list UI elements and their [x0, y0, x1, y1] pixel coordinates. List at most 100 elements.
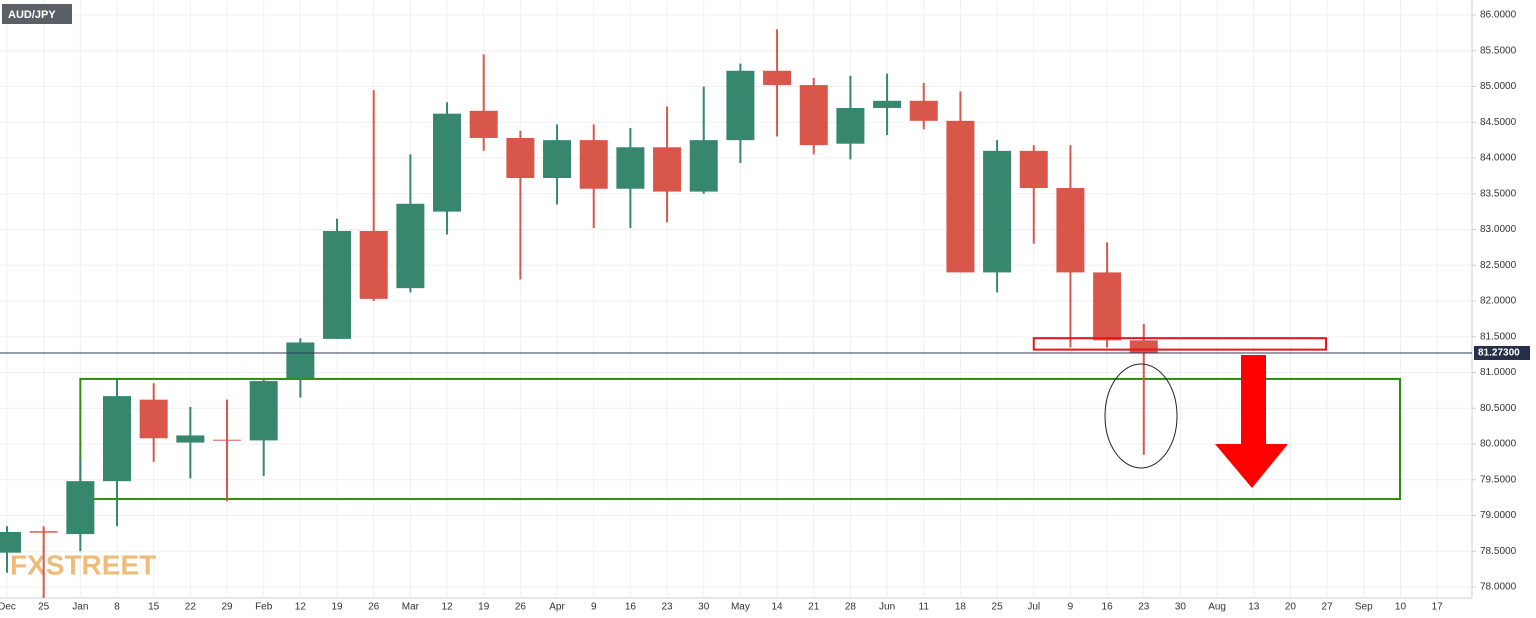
x-tick-label: 19 [478, 602, 490, 613]
y-tick-label: 83.0000 [1480, 224, 1517, 235]
x-tick-label: 22 [185, 602, 197, 613]
watermark: FXSTREET [10, 549, 156, 580]
x-tick-label: 12 [441, 602, 453, 613]
y-tick-label: 82.0000 [1480, 296, 1517, 307]
x-tick-label: 15 [148, 602, 160, 613]
x-tick-label: 16 [1102, 602, 1114, 613]
x-tick-label: Mar [402, 602, 420, 613]
candle-body [799, 85, 828, 146]
y-tick-label: 83.5000 [1480, 188, 1517, 199]
x-tick-label: Apr [549, 602, 565, 613]
x-tick-label: 18 [955, 602, 967, 613]
x-tick-label: 30 [698, 602, 710, 613]
x-tick-label: Dec [0, 602, 16, 613]
x-tick-label: 17 [1432, 602, 1444, 613]
candle-body [1056, 188, 1085, 273]
x-tick-label: 25 [992, 602, 1004, 613]
symbol-badge [2, 4, 72, 24]
x-tick-label: 12 [295, 602, 307, 613]
last-price-label: 81.27300 [1478, 348, 1520, 359]
candle-body [433, 113, 462, 212]
candle-body [103, 396, 132, 482]
x-tick-label: 10 [1395, 602, 1407, 613]
candle-body [213, 439, 242, 441]
candle-body [543, 140, 572, 179]
x-tick-label: Jan [72, 602, 88, 613]
x-tick-label: Feb [255, 602, 273, 613]
candle-body [359, 230, 388, 299]
candle-body [579, 140, 608, 189]
x-tick-label: 26 [515, 602, 527, 613]
x-tick-label: 21 [808, 602, 820, 613]
candle-body [873, 100, 902, 108]
y-tick-label: 79.0000 [1480, 510, 1517, 521]
candle-body [469, 110, 498, 138]
candle-body [1129, 340, 1158, 354]
candle-body [0, 531, 21, 553]
x-tick-label: 23 [661, 602, 673, 613]
candle-body [616, 147, 645, 189]
x-tick-label: 9 [1068, 602, 1074, 613]
y-tick-label: 86.0000 [1480, 10, 1517, 21]
candle-body [323, 230, 352, 339]
support-zone [79, 377, 1402, 501]
x-tick-label: 23 [1138, 602, 1150, 613]
candle-body [763, 70, 792, 86]
x-tick-label: 9 [591, 602, 597, 613]
y-tick-label: 79.5000 [1480, 474, 1517, 485]
x-tick-label: Sep [1355, 602, 1373, 613]
candle-body [396, 203, 425, 289]
x-tick-label: Aug [1208, 602, 1226, 613]
x-tick-label: 29 [221, 602, 233, 613]
x-tick-label: 28 [845, 602, 857, 613]
candle-body [653, 147, 682, 192]
x-tick-label: 25 [38, 602, 50, 613]
candle-body [1093, 272, 1122, 341]
candle-body [1019, 150, 1048, 189]
last-price-badge [1474, 345, 1530, 360]
candle-body [836, 107, 865, 144]
x-tick-label: Jul [1027, 602, 1040, 613]
candle-body [909, 100, 938, 121]
y-tick-label: 85.0000 [1480, 81, 1517, 92]
y-tick-label: 84.0000 [1480, 153, 1517, 164]
candle-body [726, 70, 755, 141]
x-tick-label: 13 [1248, 602, 1260, 613]
y-tick-label: 78.5000 [1480, 546, 1517, 557]
y-tick-label: 78.0000 [1480, 582, 1517, 593]
candle-body [506, 137, 535, 179]
candle-body [29, 531, 58, 533]
candle-body [176, 435, 205, 443]
x-tick-label: 20 [1285, 602, 1297, 613]
x-tick-label: 19 [331, 602, 343, 613]
candle-body [946, 120, 975, 273]
x-tick-label: 27 [1322, 602, 1334, 613]
x-tick-label: 8 [114, 602, 120, 613]
y-tick-label: 81.5000 [1480, 331, 1517, 342]
x-tick-label: 11 [919, 602, 930, 613]
y-tick-label: 85.5000 [1480, 45, 1517, 56]
candle-body [286, 342, 315, 379]
candle-body [249, 381, 278, 441]
candle-body [66, 481, 95, 535]
x-tick-label: May [731, 602, 750, 613]
x-tick-label: 16 [625, 602, 637, 613]
candle-body [689, 140, 718, 192]
x-tick-label: 14 [772, 602, 784, 613]
y-tick-label: 80.0000 [1480, 439, 1517, 450]
y-tick-label: 81.0000 [1480, 367, 1517, 378]
x-tick-label: 30 [1175, 602, 1187, 613]
highlight-ellipse [1104, 363, 1178, 469]
x-tick-label: 26 [368, 602, 380, 613]
y-tick-label: 82.5000 [1480, 260, 1517, 271]
symbol: AUD/JPY [8, 9, 56, 21]
resistance-zone [1032, 337, 1327, 351]
y-tick-label: 80.5000 [1480, 403, 1517, 414]
down-arrow [1215, 355, 1288, 488]
y-tick-label: 84.5000 [1480, 117, 1517, 128]
x-tick-label: Jun [879, 602, 895, 613]
candle-body [139, 399, 168, 439]
candle-body [983, 150, 1012, 273]
